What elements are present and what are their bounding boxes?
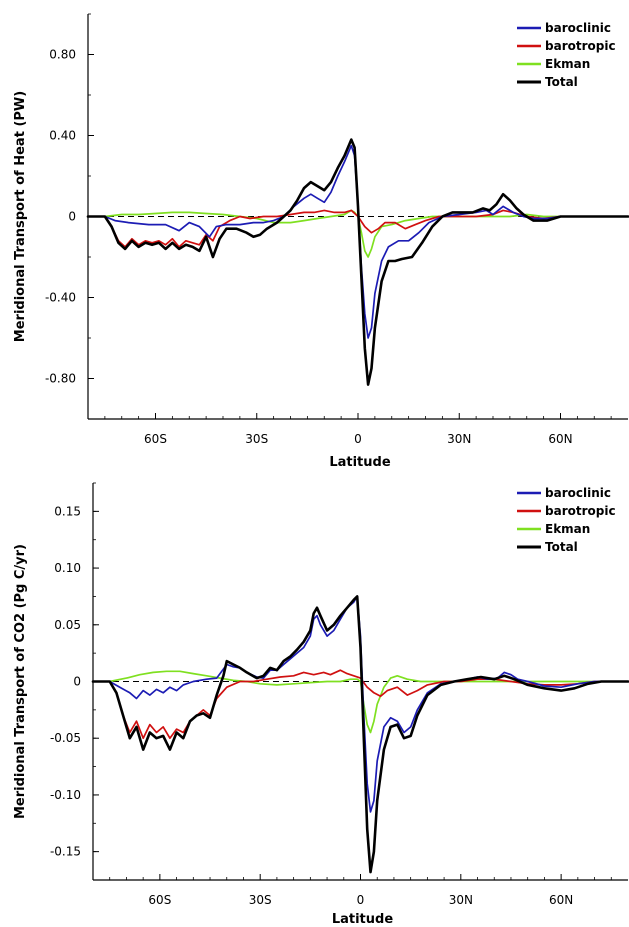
y-tick-label: 0.15 [54,504,81,518]
x-tick-label: 60S [148,893,171,907]
x-tick-label: 60S [144,432,167,446]
legend-label-baroclinic: baroclinic [545,486,611,500]
legend: baroclinic barotropic Ekman Total [517,486,616,554]
series-line-barotropic [87,209,629,248]
x-tick-label: 30N [449,893,473,907]
legend-label-baroclinic: baroclinic [545,21,611,35]
legend-label-ekman: Ekman [545,522,590,536]
y-axis-title: Meridional Transport of CO2 (Pg C/yr) [13,544,28,819]
legend-label-total: Total [545,75,578,89]
series-line-baroclinic [87,144,629,339]
x-tick-label: 0 [357,893,365,907]
y-tick-label: -0.05 [50,731,81,745]
y-tick-label: -0.40 [45,291,76,305]
y-tick-label: -0.80 [45,372,76,386]
legend: baroclinic barotropic Ekman Total [517,21,616,89]
y-tick-label: -0.10 [50,788,81,802]
series-line-ekman [92,670,629,734]
x-tick-label: 30S [249,893,272,907]
x-axis-title: Latitude [332,912,394,927]
chart-panel-2: -0.15 -0.10 -0.05 0 0.05 0.10 0.15 60S 30S 0 30N 60… [13,482,629,927]
y-tick-label: 0 [68,210,76,224]
y-tick-label: -0.15 [50,845,81,859]
series-line-total [86,138,629,386]
legend-label-barotropic: barotropic [545,39,616,53]
series-line-barotropic [92,669,629,740]
y-tick-label: 0.10 [54,561,81,575]
y-tick-label: 0.40 [49,129,76,143]
y-tick-label: 0.05 [54,618,81,632]
x-tick-label: 30S [245,432,268,446]
legend-label-barotropic: barotropic [545,504,616,518]
legend-label-total: Total [545,540,578,554]
chart-panel-1: -0.80 -0.40 0 0.40 0.80 60S 30S 0 30N 60N Latitude… [13,13,629,470]
legend-label-ekman: Ekman [545,57,590,71]
series-line-total [91,595,629,874]
y-axis-title: Meridional Transport of Heat (PW) [13,91,28,342]
x-axis-title: Latitude [329,455,391,470]
x-tick-label: 60N [549,893,573,907]
x-tick-label: 30N [447,432,471,446]
y-tick-label: 0 [73,675,81,689]
x-tick-label: 60N [548,432,572,446]
x-tick-label: 0 [354,432,362,446]
y-tick-label: 0.80 [49,48,76,62]
